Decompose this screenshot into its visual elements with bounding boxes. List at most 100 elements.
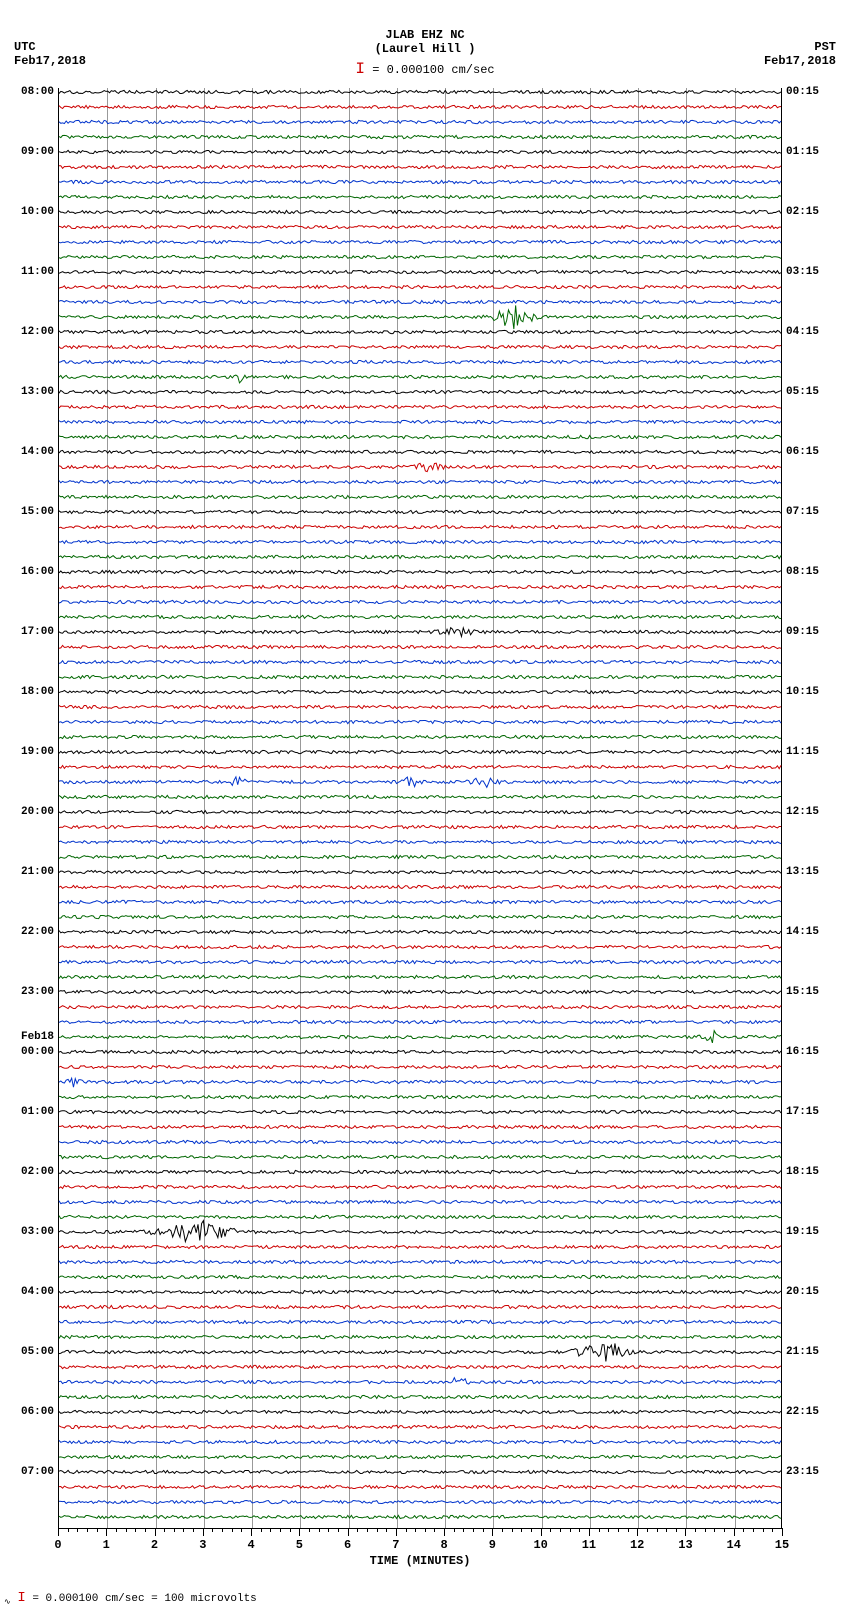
x-tick-minor: [599, 1528, 600, 1532]
utc-time-label: 04:00: [2, 1286, 54, 1298]
utc-time-label: 01:00: [2, 1106, 54, 1118]
x-tick-minor: [743, 1528, 744, 1532]
x-tick-label: 3: [199, 1538, 206, 1552]
pst-time-label: 12:15: [786, 806, 846, 818]
pst-time-label: 01:15: [786, 146, 846, 158]
x-axis-line: [58, 1528, 782, 1529]
x-tick-label: 2: [151, 1538, 158, 1552]
utc-time-label: 03:00: [2, 1226, 54, 1238]
x-tick-minor: [521, 1528, 522, 1532]
x-tick-major: [444, 1528, 445, 1536]
utc-time-label: 19:00: [2, 746, 54, 758]
x-tick-minor: [724, 1528, 725, 1532]
x-tick-major: [685, 1528, 686, 1536]
x-tick-minor: [463, 1528, 464, 1532]
x-tick-label: 13: [678, 1538, 692, 1552]
x-tick-minor: [328, 1528, 329, 1532]
x-tick-minor: [319, 1528, 320, 1532]
x-tick-major: [106, 1528, 107, 1536]
pst-time-label: 09:15: [786, 626, 846, 638]
x-tick-minor: [290, 1528, 291, 1532]
utc-time-label: 16:00: [2, 566, 54, 578]
utc-time-label: 13:00: [2, 386, 54, 398]
x-tick-label: 0: [54, 1538, 61, 1552]
x-tick-major: [734, 1528, 735, 1536]
x-tick-label: 10: [533, 1538, 547, 1552]
x-tick-minor: [695, 1528, 696, 1532]
x-tick-minor: [579, 1528, 580, 1532]
x-tick-minor: [135, 1528, 136, 1532]
pst-time-label: 08:15: [786, 566, 846, 578]
pst-time-label: 14:15: [786, 926, 846, 938]
utc-time-label: 21:00: [2, 866, 54, 878]
x-tick-minor: [164, 1528, 165, 1532]
x-tick-minor: [280, 1528, 281, 1532]
x-tick-minor: [241, 1528, 242, 1532]
x-tick-minor: [232, 1528, 233, 1532]
seismogram-container: JLAB EHZ NC (Laurel Hill ) I = 0.000100 …: [0, 0, 850, 1613]
x-tick-major: [589, 1528, 590, 1536]
x-tick-label: 1: [103, 1538, 110, 1552]
x-tick-minor: [406, 1528, 407, 1532]
pst-time-label: 22:15: [786, 1406, 846, 1418]
utc-time-label: 08:00: [2, 86, 54, 98]
x-tick-label: 6: [344, 1538, 351, 1552]
x-tick-minor: [454, 1528, 455, 1532]
x-tick-minor: [763, 1528, 764, 1532]
footer-scale-text: = 0.000100 cm/sec = 100 microvolts: [32, 1593, 256, 1605]
utc-time-label: 23:00: [2, 986, 54, 998]
x-tick-minor: [270, 1528, 271, 1532]
date-right: Feb17,2018: [764, 54, 836, 68]
x-tick-minor: [77, 1528, 78, 1532]
pst-time-label: 10:15: [786, 686, 846, 698]
footer-scale: ∿ I = 0.000100 cm/sec = 100 microvolts: [4, 1590, 257, 1607]
utc-time-label: 05:00: [2, 1346, 54, 1358]
x-tick-minor: [676, 1528, 677, 1532]
x-tick-minor: [377, 1528, 378, 1532]
x-tick-label: 15: [775, 1538, 789, 1552]
x-tick-minor: [434, 1528, 435, 1532]
x-tick-minor: [608, 1528, 609, 1532]
x-tick-label: 12: [630, 1538, 644, 1552]
trace-line: [59, 1515, 781, 1518]
x-tick-minor: [309, 1528, 310, 1532]
pst-time-label: 03:15: [786, 266, 846, 278]
x-tick-minor: [338, 1528, 339, 1532]
x-tick-major: [637, 1528, 638, 1536]
x-tick-major: [782, 1528, 783, 1536]
date-change-label: Feb18: [2, 1031, 54, 1043]
pst-time-label: 23:15: [786, 1466, 846, 1478]
x-tick-label: 7: [392, 1538, 399, 1552]
utc-time-label: 10:00: [2, 206, 54, 218]
x-tick-minor: [666, 1528, 667, 1532]
x-tick-minor: [126, 1528, 127, 1532]
x-tick-minor: [386, 1528, 387, 1532]
x-tick-label: 14: [727, 1538, 741, 1552]
pst-time-label: 04:15: [786, 326, 846, 338]
x-tick-minor: [415, 1528, 416, 1532]
x-tick-minor: [212, 1528, 213, 1532]
utc-time-label: 09:00: [2, 146, 54, 158]
x-tick-minor: [550, 1528, 551, 1532]
x-tick-label: 11: [582, 1538, 596, 1552]
x-tick-major: [299, 1528, 300, 1536]
x-tick-minor: [618, 1528, 619, 1532]
pst-time-label: 20:15: [786, 1286, 846, 1298]
x-tick-minor: [714, 1528, 715, 1532]
x-axis: TIME (MINUTES) 0123456789101112131415: [58, 1528, 782, 1578]
pst-time-label: 05:15: [786, 386, 846, 398]
x-tick-minor: [570, 1528, 571, 1532]
x-tick-minor: [512, 1528, 513, 1532]
x-tick-minor: [560, 1528, 561, 1532]
pst-time-label: 07:15: [786, 506, 846, 518]
utc-time-label: 20:00: [2, 806, 54, 818]
plot-area: [58, 88, 782, 1528]
utc-time-label: 14:00: [2, 446, 54, 458]
x-tick-minor: [647, 1528, 648, 1532]
x-tick-major: [492, 1528, 493, 1536]
x-tick-major: [155, 1528, 156, 1536]
x-tick-label: 9: [489, 1538, 496, 1552]
x-tick-minor: [502, 1528, 503, 1532]
x-tick-minor: [174, 1528, 175, 1532]
x-tick-major: [58, 1528, 59, 1536]
